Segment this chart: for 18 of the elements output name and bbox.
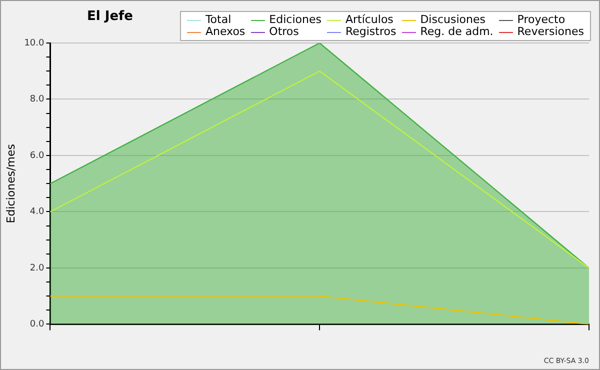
- legend-label: Reversiones: [517, 25, 584, 38]
- y-tick-label: 2.0: [30, 263, 44, 274]
- legend-label: Artículos: [345, 13, 394, 26]
- legend-label: Registros: [345, 25, 396, 38]
- legend-label: Anexos: [205, 25, 246, 38]
- y-tick-label: 0.0: [30, 320, 44, 330]
- y-axis-title: Ediciones/mes: [4, 144, 18, 224]
- y-tick-label: 4.0: [30, 207, 44, 218]
- legend-label: Reg. de adm.: [420, 25, 494, 38]
- legend-label: Total: [205, 13, 232, 26]
- legend-label: Otros: [269, 25, 299, 38]
- legend-label: Ediciones: [269, 13, 322, 26]
- y-tick-label: 6.0: [30, 150, 44, 161]
- y-tick-label: 8.0: [30, 94, 44, 105]
- legend-label: Discusiones: [420, 13, 486, 26]
- legend-label: Proyecto: [517, 13, 566, 26]
- y-tick-label: 10.0: [24, 38, 45, 48]
- chart-title: El Jefe: [87, 9, 133, 24]
